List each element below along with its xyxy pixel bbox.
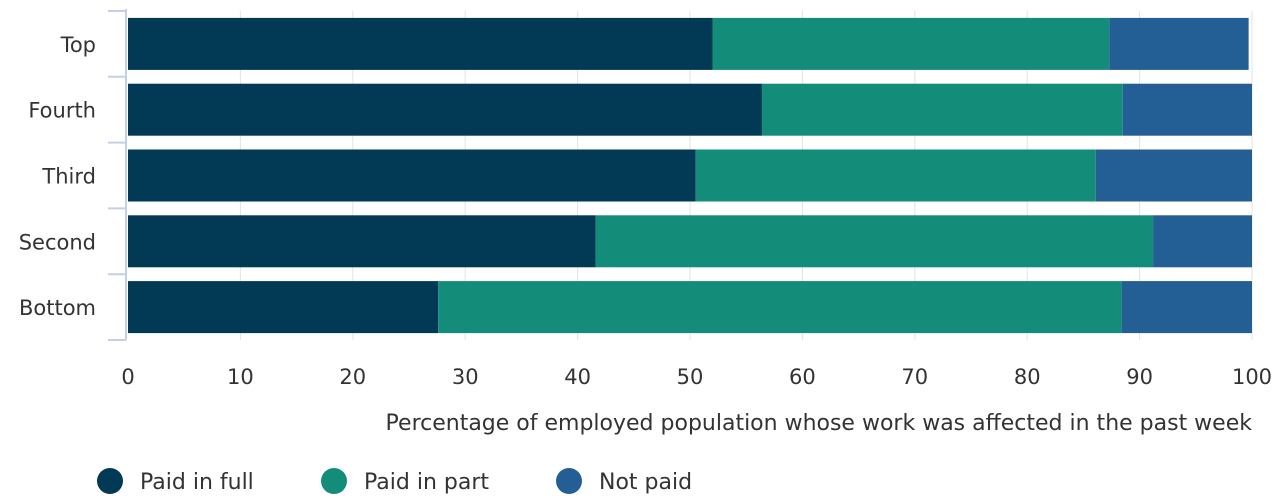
x-tick-label: 0 [121, 365, 134, 389]
bar-segment-paid-in-full [128, 281, 439, 334]
x-axis-title: Percentage of employed population whose … [386, 411, 1253, 436]
y-category-label: Fourth [28, 99, 96, 123]
bar-segment-not-paid [1095, 149, 1252, 202]
x-tick-label: 70 [901, 365, 928, 389]
legend-item: Paid in part [321, 468, 489, 495]
legend-swatch [556, 468, 582, 494]
x-tick-label: 90 [1126, 365, 1153, 389]
legend-label: Paid in full [140, 470, 254, 495]
bar-segment-not-paid [1153, 215, 1252, 268]
x-tick-label: 50 [677, 365, 704, 389]
axis-layer: 0 10 20 30 40 50 60 70 80 90 100 Top Fourth Third Seco… [19, 9, 1272, 389]
x-tick-label: 80 [1014, 365, 1041, 389]
bar-segment-paid-in-part [438, 281, 1122, 334]
bar-segment-not-paid [1109, 17, 1249, 70]
bar-segment-not-paid [1121, 281, 1252, 334]
x-tick-label: 10 [227, 365, 254, 389]
y-category-label: Top [60, 33, 96, 57]
bar-layer [128, 17, 1252, 334]
legend-label: Paid in part [364, 470, 489, 495]
x-tick-label: 40 [564, 365, 591, 389]
bar-segment-not-paid [1122, 83, 1252, 136]
x-tick-label: 30 [452, 365, 479, 389]
bar-segment-paid-in-full [128, 149, 696, 202]
legend: Paid in full Paid in part Not paid [97, 468, 692, 495]
x-tick-label: 100 [1232, 365, 1272, 389]
x-tick-label: 20 [339, 365, 366, 389]
bar-segment-paid-in-full [128, 17, 713, 70]
legend-swatch [321, 468, 347, 494]
bar-segment-paid-in-part [595, 215, 1154, 268]
bar-segment-paid-in-full [128, 83, 762, 136]
y-category-label: Second [19, 230, 96, 254]
bar-segment-paid-in-part [761, 83, 1123, 136]
legend-item: Paid in full [97, 468, 254, 495]
legend-swatch [97, 468, 123, 494]
bar-segment-paid-in-part [695, 149, 1096, 202]
legend-label: Not paid [599, 470, 692, 495]
bar-segment-paid-in-full [128, 215, 596, 268]
y-category-label: Bottom [19, 296, 96, 320]
bar-segment-paid-in-part [712, 17, 1110, 70]
legend-item: Not paid [556, 468, 692, 495]
y-category-label: Third [41, 165, 96, 189]
x-tick-label: 60 [789, 365, 816, 389]
